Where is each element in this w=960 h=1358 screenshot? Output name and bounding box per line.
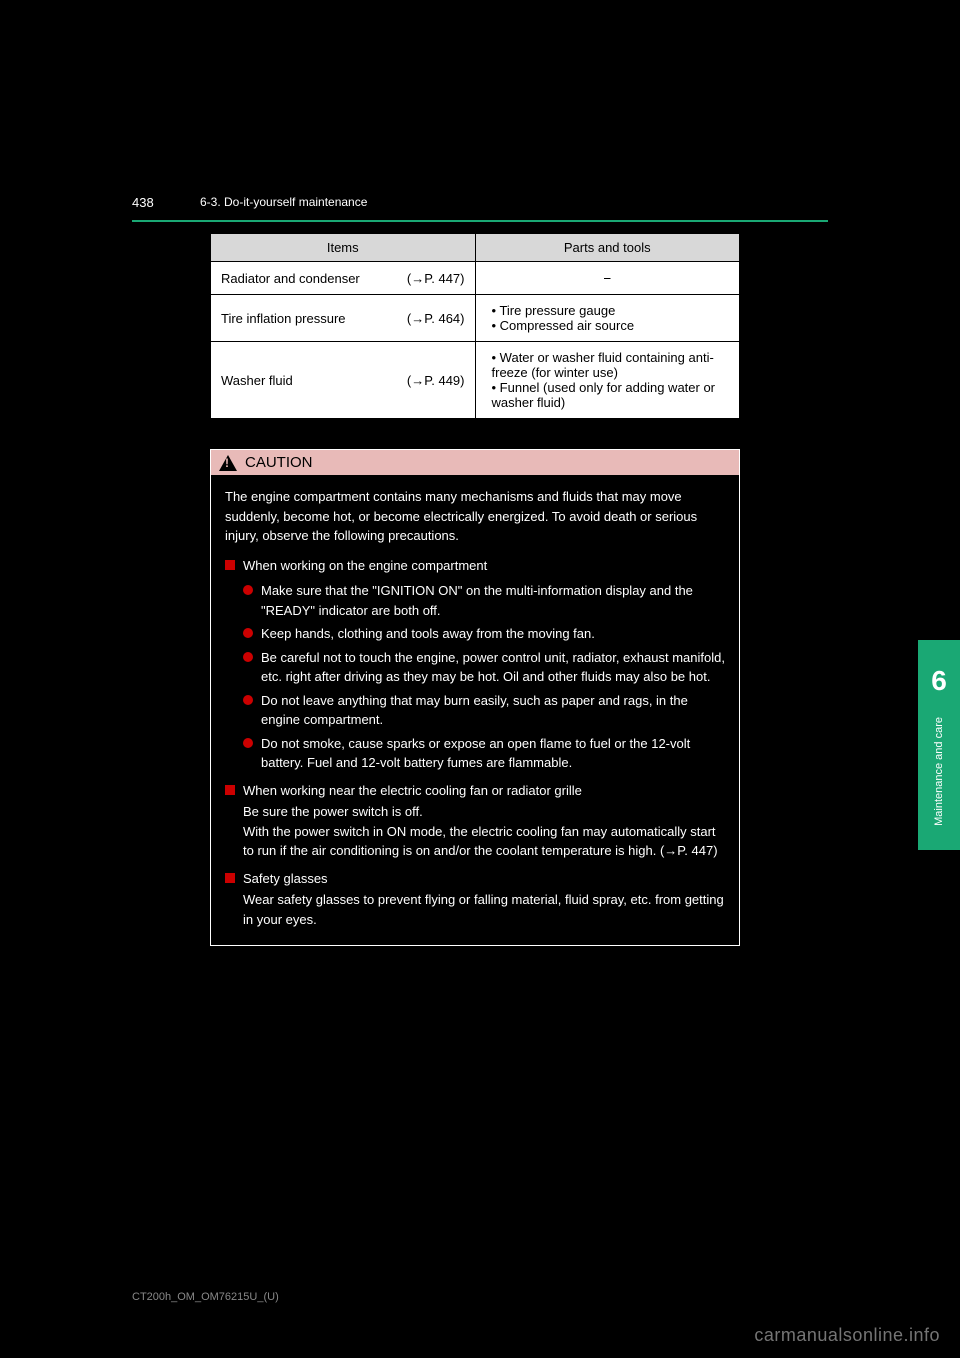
section-marker-icon	[225, 560, 235, 570]
item-name: Washer fluid	[221, 373, 293, 388]
caution-bullet: Be careful not to touch the engine, powe…	[243, 648, 725, 687]
page-ref: (→P. 447)	[407, 271, 465, 286]
bullet-icon	[243, 738, 253, 748]
watermark: carmanualsonline.info	[754, 1325, 940, 1346]
caution-bullet: Keep hands, clothing and tools away from…	[243, 624, 725, 644]
caution-bullet: Do not smoke, cause sparks or expose an …	[243, 734, 725, 773]
caution-box: CAUTION The engine compartment contains …	[210, 449, 740, 946]
section-marker-icon	[225, 785, 235, 795]
section-heading: Safety glasses	[243, 869, 725, 889]
page-ref: (→P. 464)	[407, 311, 465, 326]
table-row: Washer fluid (→P. 449) Water or washer f…	[211, 342, 740, 419]
bullet-text: Keep hands, clothing and tools away from…	[261, 624, 595, 644]
bullet-icon	[243, 628, 253, 638]
tool-item: Water or washer fluid containing anti-fr…	[492, 350, 730, 380]
section-heading: When working on the engine compartment	[243, 556, 725, 576]
caution-section: When working on the engine compartment	[225, 556, 725, 578]
section-body: Be sure the power switch is off. With th…	[243, 802, 725, 861]
caution-intro: The engine compartment contains many mec…	[225, 487, 725, 546]
header-divider	[132, 220, 828, 222]
bullet-icon	[243, 652, 253, 662]
column-header-items: Items	[211, 234, 476, 262]
section-marker-icon	[225, 873, 235, 883]
caution-body: The engine compartment contains many mec…	[211, 475, 739, 945]
tool-item: Funnel (used only for adding water or wa…	[492, 380, 730, 410]
doc-code: CT200h_OM_OM76215U_(U)	[132, 1291, 279, 1303]
tools-cell: Water or washer fluid containing anti-fr…	[475, 342, 740, 419]
chapter-label: Maintenance and care	[933, 717, 945, 826]
bullet-icon	[243, 585, 253, 595]
page-content: Items Parts and tools Radiator and conde…	[210, 233, 740, 946]
section-heading: When working near the electric cooling f…	[243, 781, 725, 801]
chapter-number: 6	[931, 665, 947, 697]
caution-bullet: Make sure that the "IGNITION ON" on the …	[243, 581, 725, 620]
item-name: Radiator and condenser	[221, 271, 360, 286]
parts-table: Items Parts and tools Radiator and conde…	[210, 233, 740, 419]
tools-cell: ⎯	[475, 262, 740, 295]
bullet-text: Be careful not to touch the engine, powe…	[261, 648, 725, 687]
caution-section: Safety glasses Wear safety glasses to pr…	[225, 869, 725, 930]
chapter-tab: 6 Maintenance and care	[918, 640, 960, 850]
bullet-text: Do not smoke, cause sparks or expose an …	[261, 734, 725, 773]
bullet-text: Do not leave anything that may burn easi…	[261, 691, 725, 730]
section-body: Wear safety glasses to prevent flying or…	[243, 890, 725, 929]
tools-cell: Tire pressure gauge Compressed air sourc…	[475, 295, 740, 342]
caution-section: When working near the electric cooling f…	[225, 781, 725, 861]
caution-title: CAUTION	[245, 454, 313, 471]
caution-bullet: Do not leave anything that may burn easi…	[243, 691, 725, 730]
item-name: Tire inflation pressure	[221, 311, 346, 326]
tool-item: Tire pressure gauge	[492, 303, 730, 318]
bullet-icon	[243, 695, 253, 705]
caution-header: CAUTION	[211, 450, 739, 475]
table-row: Radiator and condenser (→P. 447) ⎯	[211, 262, 740, 295]
section-title: 6-3. Do-it-yourself maintenance	[200, 195, 367, 209]
bullet-text: Make sure that the "IGNITION ON" on the …	[261, 581, 725, 620]
tool-item: Compressed air source	[492, 318, 730, 333]
column-header-tools: Parts and tools	[475, 234, 740, 262]
page-number: 438	[132, 195, 154, 210]
table-row: Tire inflation pressure (→P. 464) Tire p…	[211, 295, 740, 342]
page-ref: (→P. 449)	[407, 373, 465, 388]
warning-icon	[219, 455, 237, 471]
